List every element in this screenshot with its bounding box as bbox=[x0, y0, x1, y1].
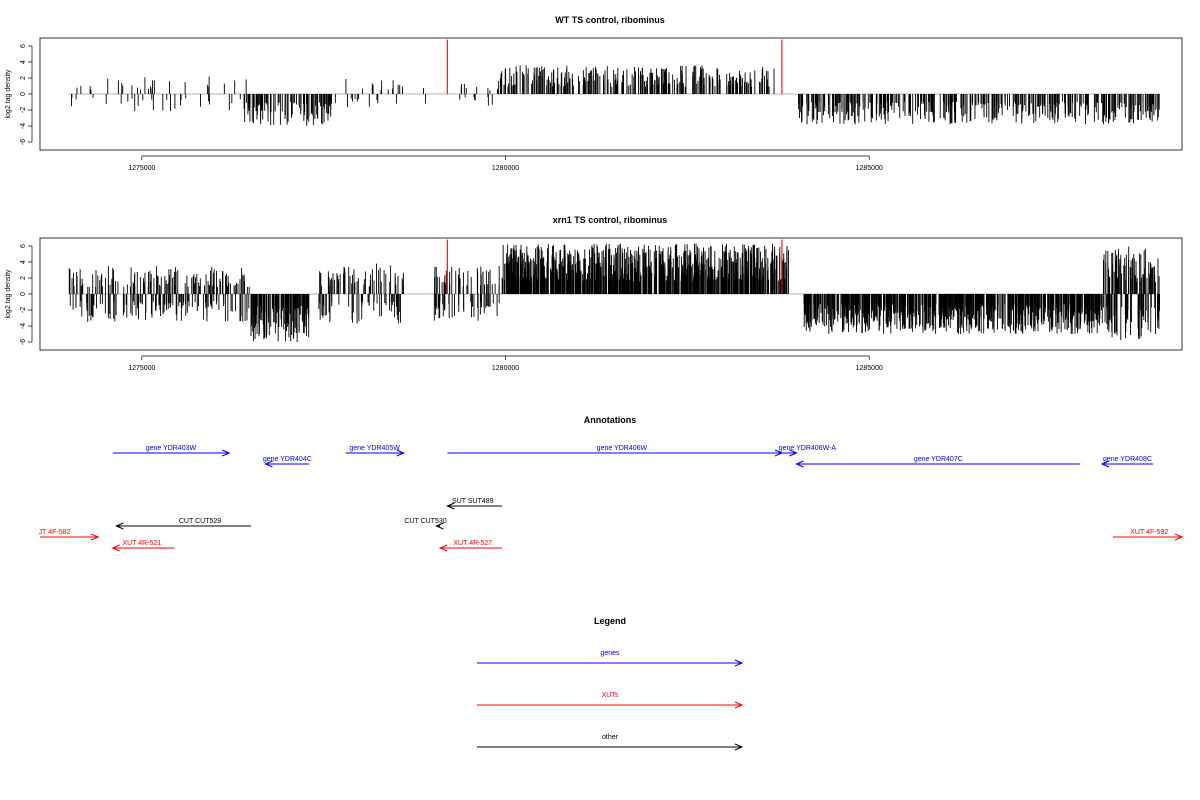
annotation-label: gene YDR408C bbox=[1103, 456, 1152, 463]
x-tick-label: 1280000 bbox=[492, 365, 519, 372]
annotation-label: JT 4F-582 bbox=[39, 529, 71, 536]
xrn1-panel-title: xrn1 TS control, ribominus bbox=[553, 215, 668, 225]
xrn1-y-label: log2 tag density bbox=[5, 269, 12, 319]
y-tick-label: 2 bbox=[20, 76, 27, 80]
y-tick-label: -6 bbox=[20, 339, 27, 345]
wt-panel-title: WT TS control, ribominus bbox=[555, 15, 665, 25]
arrow-head bbox=[1100, 460, 1110, 468]
arrow-head bbox=[734, 743, 744, 751]
annotation-feature: gene YDR405W bbox=[345, 445, 405, 457]
annotation-label: gene YDR405W bbox=[349, 445, 400, 452]
x-tick-label: 1285000 bbox=[856, 365, 883, 372]
arrow-head bbox=[795, 460, 804, 468]
annotation-feature: gene YDR406W bbox=[447, 445, 784, 457]
annotation-label: gene YDR407C bbox=[914, 456, 963, 463]
annotation-feature: gene YDR408C bbox=[1100, 456, 1153, 468]
arrow-head bbox=[221, 449, 231, 457]
arrow-head bbox=[111, 544, 120, 552]
annotation-label: XUT 4R-527 bbox=[453, 540, 492, 547]
annotation-feature: XUT 4R-527 bbox=[438, 540, 502, 552]
arrow-head bbox=[438, 544, 448, 552]
legend-label: genes bbox=[600, 650, 620, 657]
arrow-head bbox=[115, 522, 124, 530]
xrn1-panel: xrn1 TS control, ribominus 6 4 2 0 -2 -4 -6 12… bbox=[5, 215, 1183, 372]
arrow-head bbox=[396, 449, 405, 457]
arrow-head bbox=[1174, 533, 1184, 541]
arrow-head bbox=[435, 522, 444, 530]
wt-x-axis: 1275000 1280000 1285000 bbox=[128, 155, 883, 172]
y-tick-label: 0 bbox=[20, 292, 27, 296]
annotation-label: CUT CUT530 bbox=[404, 518, 446, 525]
wt-y-label: log2 tag density bbox=[5, 69, 12, 119]
y-tick-label: 4 bbox=[20, 60, 27, 64]
arrow-head bbox=[734, 701, 744, 709]
arrow-head bbox=[446, 502, 455, 510]
y-tick-label: 6 bbox=[20, 44, 27, 48]
wt-y-axis: 6 4 2 0 -2 -4 -6 bbox=[20, 44, 33, 145]
xrn1-x-axis: 1275000 1280000 1285000 bbox=[128, 355, 883, 372]
xrn1-y-axis: 6 4 2 0 -2 -4 -6 bbox=[20, 244, 33, 345]
y-tick-label: 2 bbox=[20, 276, 27, 280]
legend-item: other bbox=[477, 734, 744, 751]
legend-item: XUTs bbox=[477, 692, 744, 709]
annotation-feature: gene YDR404C bbox=[263, 456, 312, 468]
y-tick-label: -4 bbox=[20, 123, 27, 129]
annotation-feature: gene YDR407C bbox=[795, 456, 1081, 468]
annotation-label: CUT CUT529 bbox=[179, 518, 221, 525]
x-tick-label: 1275000 bbox=[128, 365, 155, 372]
arrow-head bbox=[789, 449, 798, 457]
y-tick-label: -4 bbox=[20, 323, 27, 329]
wt-panel: WT TS control, ribominus 6 4 2 0 -2 -4 -6 1275… bbox=[5, 15, 1183, 172]
annotation-tracks: gene YDR403W gene YDR404C gene YDR405W gene… bbox=[39, 445, 1184, 552]
annotation-label: gene YDR406W-A bbox=[779, 445, 837, 452]
wt-bars bbox=[69, 39, 1161, 126]
legend-label: other bbox=[602, 734, 619, 741]
y-tick-label: 0 bbox=[20, 92, 27, 96]
y-tick-label: -6 bbox=[20, 139, 27, 145]
y-tick-label: -2 bbox=[20, 107, 27, 113]
annotation-label: XUT 4F-592 bbox=[1130, 529, 1168, 536]
x-tick-label: 1285000 bbox=[856, 165, 883, 172]
annotation-feature: gene YDR403W bbox=[112, 445, 231, 457]
annotation-feature: JT 4F-582 bbox=[39, 529, 100, 541]
legend: genes XUTs other bbox=[477, 650, 744, 751]
y-tick-label: -2 bbox=[20, 307, 27, 313]
annotations-title: Annotations bbox=[584, 415, 637, 425]
x-tick-label: 1275000 bbox=[128, 165, 155, 172]
annotation-feature: CUT CUT530 bbox=[404, 518, 447, 530]
annotation-feature: gene YDR406W-A bbox=[767, 445, 837, 457]
legend-item: genes bbox=[477, 650, 744, 667]
x-tick-label: 1280000 bbox=[492, 165, 519, 172]
y-tick-label: 6 bbox=[20, 244, 27, 248]
annotation-feature: CUT CUT529 bbox=[115, 518, 251, 530]
arrow-head bbox=[90, 533, 100, 541]
annotation-label: XUT 4R-521 bbox=[122, 540, 161, 547]
xrn1-bars bbox=[68, 239, 1161, 342]
arrow-head bbox=[264, 460, 273, 468]
annotation-label: SUT SUT489 bbox=[452, 498, 494, 505]
wt-plot-frame bbox=[39, 37, 1183, 151]
arrow-head bbox=[734, 659, 744, 667]
annotation-feature: XUT 4R-521 bbox=[111, 540, 175, 552]
xrn1-plot-frame bbox=[39, 237, 1183, 351]
annotation-label: gene YDR404C bbox=[263, 456, 312, 463]
annotation-label: gene YDR406W bbox=[597, 445, 648, 452]
annotation-feature: XUT 4F-592 bbox=[1112, 529, 1184, 541]
annotation-label: gene YDR403W bbox=[146, 445, 197, 452]
annotation-feature: SUT SUT489 bbox=[446, 498, 502, 510]
legend-label: XUTs bbox=[602, 692, 619, 699]
y-tick-label: 4 bbox=[20, 260, 27, 264]
legend-title: Legend bbox=[594, 616, 626, 626]
